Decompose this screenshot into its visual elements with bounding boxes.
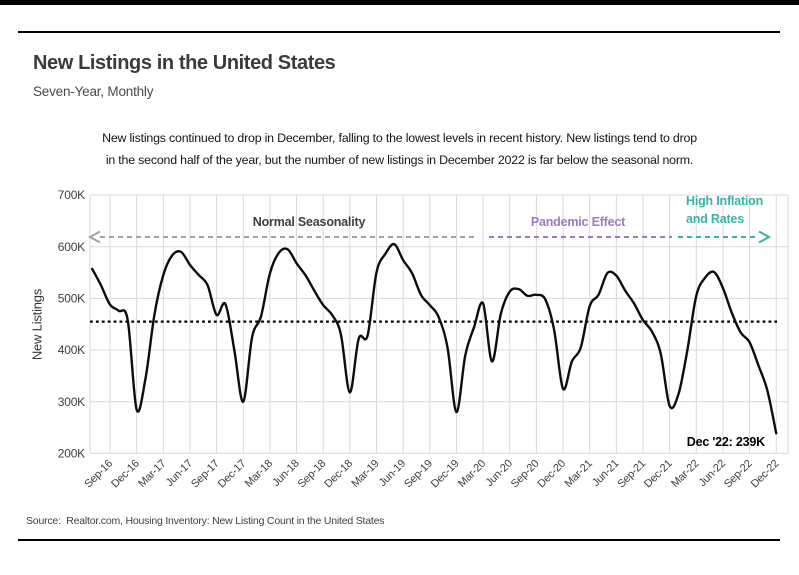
svg-text:Mar-18: Mar-18 <box>243 458 275 490</box>
svg-text:500K: 500K <box>58 292 85 306</box>
svg-text:Sep-16: Sep-16 <box>82 458 115 491</box>
svg-text:Sep-22: Sep-22 <box>722 458 755 491</box>
svg-text:Mar-19: Mar-19 <box>349 458 381 490</box>
label-pandemic-effect: Pandemic Effect <box>530 215 626 229</box>
y-tick-labels: 700K 600K 500K 400K 300K 200K <box>58 188 86 461</box>
svg-text:Dec-19: Dec-19 <box>429 458 462 491</box>
label-high-inflation-line2: and Rates <box>686 212 744 226</box>
gridlines <box>89 194 789 454</box>
svg-text:Mar-21: Mar-21 <box>563 458 595 490</box>
svg-text:Dec-16: Dec-16 <box>109 458 142 491</box>
footer-divider <box>18 539 780 541</box>
svg-text:Mar-20: Mar-20 <box>456 458 488 490</box>
page-subtitle: Seven-Year, Monthly <box>33 84 154 99</box>
svg-text:700K: 700K <box>58 188 85 202</box>
line-chart: 700K600K500K400K300K200KSep-16Dec-16Mar-… <box>58 188 789 491</box>
svg-text:Sep-18: Sep-18 <box>296 458 329 491</box>
svg-text:600K: 600K <box>58 240 85 254</box>
page-title: New Listings in the United States <box>33 52 336 74</box>
svg-text:Sep-17: Sep-17 <box>189 458 222 491</box>
svg-text:Mar-22: Mar-22 <box>669 458 701 490</box>
label-high-inflation-line1: High Inflation <box>686 194 764 208</box>
svg-text:400K: 400K <box>58 343 85 357</box>
era-arrows <box>87 230 772 244</box>
right-arrowhead-icon <box>758 230 772 244</box>
label-normal-seasonality: Normal Seasonality <box>252 215 366 229</box>
svg-text:200K: 200K <box>58 447 85 461</box>
label-last-data-point: Dec '22: 239K <box>686 435 765 449</box>
new-listings-series-line <box>91 242 778 435</box>
svg-text:Sep-19: Sep-19 <box>402 458 435 491</box>
svg-text:Dec-21: Dec-21 <box>642 458 675 491</box>
svg-text:Dec-20: Dec-20 <box>535 458 568 491</box>
source-text: Source: Realtor.com, Housing Inventory: … <box>26 515 385 527</box>
svg-text:Mar-17: Mar-17 <box>136 458 168 490</box>
annotation-line-1: New listings continued to drop in Decemb… <box>102 131 697 145</box>
svg-text:Dec-17: Dec-17 <box>216 458 249 491</box>
top-black-bar <box>0 0 799 5</box>
svg-text:Dec-22: Dec-22 <box>749 458 782 491</box>
left-arrowhead-icon <box>87 230 101 244</box>
annotation-line-2: in the second half of the year, but the … <box>105 153 694 167</box>
svg-text:300K: 300K <box>58 395 85 409</box>
x-tick-labels: Sep-16Dec-16Mar-17Jun-17Sep-17Dec-17Mar-… <box>82 458 781 491</box>
header-divider <box>18 31 780 33</box>
svg-text:Sep-21: Sep-21 <box>615 458 648 491</box>
svg-text:Dec-18: Dec-18 <box>322 458 355 491</box>
svg-text:Sep-20: Sep-20 <box>509 458 542 491</box>
